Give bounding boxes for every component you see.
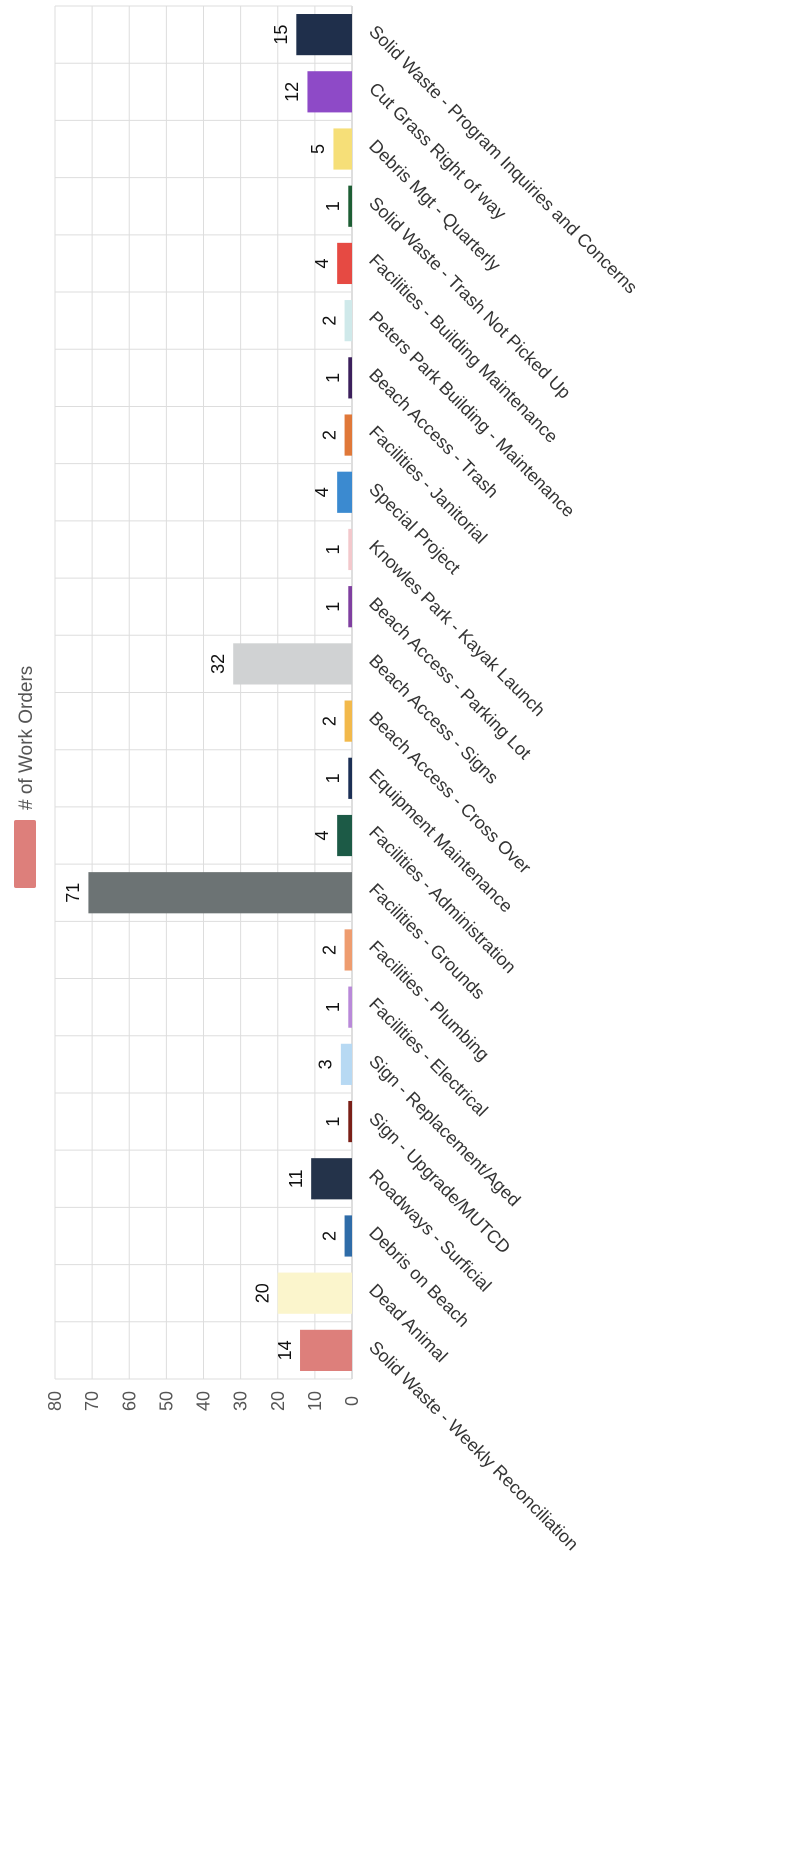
data-label: 1 [323,373,343,383]
data-label: 3 [316,1059,336,1069]
data-label: 71 [63,883,83,903]
legend: # of Work Orders [14,666,37,888]
bar [348,528,352,571]
value-tick-label: 80 [45,1391,65,1411]
category-label: Peters Park Building - Maintenance [365,307,579,521]
data-label: 32 [208,654,228,674]
data-label: 1 [323,1117,343,1127]
data-label: 2 [319,945,339,955]
bar [307,71,352,113]
value-tick-label: 40 [194,1391,214,1411]
bar [348,185,352,227]
gridlines [54,5,353,1380]
data-label: 11 [286,1169,306,1188]
bar [344,1215,352,1257]
bar [337,471,352,513]
bar [311,1158,352,1200]
bar [296,14,352,56]
bar [348,357,352,399]
bar [337,814,352,857]
data-label: 15 [271,25,291,45]
bar [300,1329,352,1371]
data-label: 1 [323,1002,343,1012]
data-label: 1 [323,201,343,211]
value-tick-label: 30 [231,1391,251,1411]
bar [233,643,352,685]
bar [344,929,352,971]
bar [348,586,352,628]
data-label: 2 [319,316,339,326]
bar [88,872,352,914]
value-tick-label: 70 [82,1391,102,1411]
category-label: Solid Waste - Weekly Reconciliation [365,1337,582,1554]
legend-swatch [14,820,36,888]
bar [348,986,352,1028]
data-label: 12 [282,82,302,102]
data-label: 1 [323,544,343,554]
bar [348,1100,352,1143]
legend-label: # of Work Orders [16,666,37,810]
bar [333,128,352,170]
data-label: 4 [312,487,332,497]
data-label: 14 [275,1340,295,1360]
data-label: 4 [312,258,332,268]
value-axis-ticks: 0 10 20 30 40 50 60 70 80 [45,1391,362,1411]
value-tick-label: 10 [305,1391,325,1411]
bar [340,1043,352,1085]
bar [344,300,352,342]
value-tick-label: 20 [268,1391,288,1411]
bar [344,414,352,456]
data-label: 1 [323,602,343,612]
category-labels: Solid Waste - Weekly ReconciliationDead … [365,21,641,1554]
bars [88,14,352,1371]
data-label: 4 [312,831,332,841]
data-label: 2 [319,1231,339,1241]
bar [344,700,352,742]
value-tick-label: 0 [342,1396,362,1406]
value-tick-label: 50 [156,1391,176,1411]
category-label: Solid Waste - Program Inquiries and Conc… [365,21,641,297]
data-label: 2 [319,716,339,726]
data-label: 2 [319,430,339,440]
data-label: 20 [253,1283,273,1303]
category-label: Debris on Beach [365,1223,473,1331]
data-label: 5 [308,144,328,154]
value-tick-label: 60 [119,1391,139,1411]
bar [348,757,352,799]
bar [337,242,352,285]
category-label: Solid Waste - Trash Not Picked Up [365,193,575,403]
bar [277,1272,352,1314]
data-label: 1 [323,773,343,783]
